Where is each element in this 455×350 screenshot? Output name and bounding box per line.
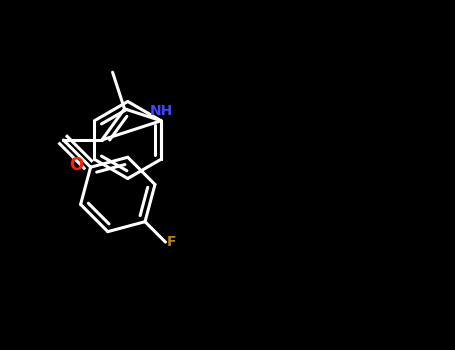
Text: F: F	[167, 235, 177, 249]
Text: NH: NH	[149, 104, 173, 118]
Text: O: O	[70, 155, 84, 174]
